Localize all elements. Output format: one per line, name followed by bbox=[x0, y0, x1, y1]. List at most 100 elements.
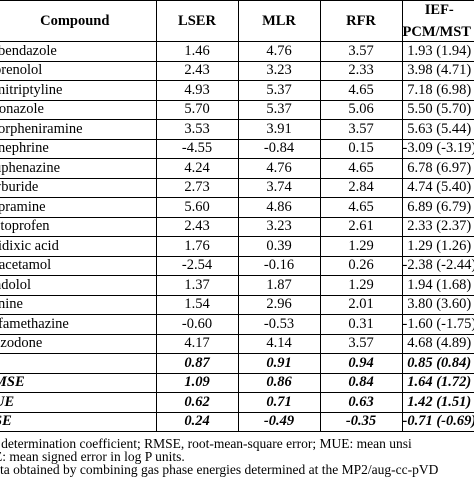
cell-mlr: -0.16 bbox=[238, 256, 321, 276]
cell-iefpcm: -3.09 (-3.19) bbox=[402, 139, 474, 159]
cell-lser: 3.53 bbox=[156, 119, 239, 140]
footnotes: : determination coefficient; RMSE, root-… bbox=[0, 436, 474, 477]
table-row: lbendazole 1.46 4.76 3.57 1.93 (1.94) bbox=[0, 41, 474, 62]
cell-rfr: 1.29 bbox=[320, 236, 403, 257]
cell-compound: lfamethazine bbox=[0, 314, 157, 335]
cell-rfr: 2.01 bbox=[320, 295, 403, 315]
cell-rfr: 0.31 bbox=[320, 314, 403, 335]
cell-iefpcm: 3.80 (3.60) bbox=[402, 295, 474, 315]
cell-iefpcm: 3.98 (4.71) bbox=[402, 61, 474, 81]
cell-lser: 2.43 bbox=[156, 61, 239, 81]
cell-rfr: 3.57 bbox=[320, 334, 403, 354]
cell-mlr: 0.91 bbox=[238, 353, 321, 374]
cell-iefpcm: 6.78 (6.97) bbox=[402, 158, 474, 179]
cell-statistic: SE bbox=[0, 412, 157, 432]
cell-rfr: 2.84 bbox=[320, 178, 403, 198]
table-row: uphenazine 4.24 4.76 4.65 6.78 (6.97) bbox=[0, 158, 474, 179]
cell-mlr: 4.76 bbox=[238, 41, 321, 62]
cell-rfr: 2.33 bbox=[320, 61, 403, 81]
table-row: ipramine5.604.864.656.89 (6.79) bbox=[0, 197, 474, 218]
cell-lser: 1.54 bbox=[156, 295, 239, 315]
cell-rfr: 0.15 bbox=[320, 139, 403, 159]
cell-mlr: 3.91 bbox=[238, 119, 321, 140]
cell-mlr: 3.23 bbox=[238, 217, 321, 237]
cell-mlr: 5.37 bbox=[238, 100, 321, 120]
cell-lser: 5.60 bbox=[156, 197, 239, 218]
table-row: racetamol-2.54-0.160.26-2.38 (-2.44) bbox=[0, 256, 474, 276]
cell-mlr: 4.14 bbox=[238, 334, 321, 354]
cell-compound: ndolol bbox=[0, 275, 157, 296]
cell-iefpcm: 2.33 (2.37) bbox=[402, 217, 474, 237]
cell-compound: etoprofen bbox=[0, 217, 157, 237]
cell-mlr: -0.53 bbox=[238, 314, 321, 335]
cell-compound: mitriptyline bbox=[0, 80, 157, 101]
header-row: Compound LSER MLR RFR IEF- PCM/MST b bbox=[0, 0, 474, 42]
header-compound: Compound bbox=[0, 0, 157, 42]
header-lser: LSER bbox=[156, 0, 239, 42]
cell-lser: -2.54 bbox=[156, 256, 239, 276]
cell-mlr: 0.71 bbox=[238, 392, 321, 413]
cell-lser: -4.55 bbox=[156, 139, 239, 159]
header-rfr: RFR bbox=[320, 0, 403, 42]
cell-rfr: 2.61 bbox=[320, 217, 403, 237]
cell-iefpcm: 5.50 (5.70) bbox=[402, 100, 474, 120]
cell-mlr: 0.86 bbox=[238, 373, 321, 393]
cell-lser: 4.93 bbox=[156, 80, 239, 101]
cell-rfr: -0.35 bbox=[320, 412, 403, 432]
table-row: ndolol1.371.871.291.94 (1.68) bbox=[0, 275, 474, 296]
cell-compound: azodone bbox=[0, 334, 157, 354]
cell-iefpcm: 1.93 (1.94) bbox=[402, 41, 474, 62]
cell-compound: racetamol bbox=[0, 256, 157, 276]
cell-compound: lbendazole bbox=[0, 41, 157, 62]
table-row: inephrine-4.55-0.840.15-3.09 (-3.19) bbox=[0, 139, 474, 159]
cell-compound: inephrine bbox=[0, 139, 157, 159]
cell-statistic: UE bbox=[0, 392, 157, 413]
table-row: fonazole5.705.375.065.50 (5.70) bbox=[0, 100, 474, 120]
cell-mlr: 4.86 bbox=[238, 197, 321, 218]
table-row: lidixic acid 1.76 0.39 1.29 1.29 (1.26) bbox=[0, 236, 474, 257]
stat-row: MSE1.090.860.841.64 (1.72) bbox=[0, 373, 474, 393]
header-iefpcm-line2: PCM/MST bbox=[402, 23, 471, 40]
table-row: etoprofen2.433.232.612.33 (2.37) bbox=[0, 217, 474, 237]
cell-lser: 0.87 bbox=[156, 353, 239, 374]
cell-rfr: 0.84 bbox=[320, 373, 403, 393]
table-row: prenolol2.433.232.333.98 (4.71) bbox=[0, 61, 474, 81]
cell-lser: 1.46 bbox=[156, 41, 239, 62]
cell-iefpcm: 1.64 (1.72) bbox=[402, 373, 474, 393]
cell-rfr: 1.29 bbox=[320, 275, 403, 296]
table-row: lorpheniramine 3.53 3.91 3.57 5.63 (5.44) bbox=[0, 119, 474, 140]
cell-lser: 5.70 bbox=[156, 100, 239, 120]
cell-rfr: 0.63 bbox=[320, 392, 403, 413]
cell-iefpcm: 4.68 (4.89) bbox=[402, 334, 474, 354]
cell-iefpcm: -2.38 (-2.44) bbox=[402, 256, 474, 276]
cell-rfr: 3.57 bbox=[320, 41, 403, 62]
table-row: mitriptyline 4.93 5.37 4.65 7.18 (6.98) bbox=[0, 80, 474, 101]
cell-rfr: 5.06 bbox=[320, 100, 403, 120]
cell-lser: 1.76 bbox=[156, 236, 239, 257]
cell-lser: 4.24 bbox=[156, 158, 239, 179]
cell-mlr: -0.84 bbox=[238, 139, 321, 159]
footnote-line-1: : determination coefficient; RMSE, root-… bbox=[0, 436, 412, 451]
cell-mlr: 0.39 bbox=[238, 236, 321, 257]
cell-mlr: 1.87 bbox=[238, 275, 321, 296]
header-mlr: MLR bbox=[238, 0, 321, 42]
cell-lser: -0.60 bbox=[156, 314, 239, 335]
cell-lser: 1.37 bbox=[156, 275, 239, 296]
table-row: inine1.542.962.013.80 (3.60) bbox=[0, 295, 474, 315]
cell-statistic: MSE bbox=[0, 373, 157, 393]
cell-iefpcm: 5.63 (5.44) bbox=[402, 119, 474, 140]
cell-mlr: -0.49 bbox=[238, 412, 321, 432]
cell-compound: fonazole bbox=[0, 100, 157, 120]
cell-rfr: 4.65 bbox=[320, 80, 403, 101]
cell-mlr: 3.23 bbox=[238, 61, 321, 81]
cell-mlr: 3.74 bbox=[238, 178, 321, 198]
cell-mlr: 4.76 bbox=[238, 158, 321, 179]
cell-compound: lidixic acid bbox=[0, 236, 157, 257]
cell-iefpcm: 1.42 (1.51) bbox=[402, 392, 474, 413]
table-row: yburide2.733.742.844.74 (5.40) bbox=[0, 178, 474, 198]
stat-row: 0.87 0.91 0.94 0.85 (0.84) bbox=[0, 353, 474, 374]
cell-iefpcm: -1.60 (-1.75) bbox=[402, 314, 474, 335]
cell-rfr: 4.65 bbox=[320, 158, 403, 179]
cell-lser: 0.24 bbox=[156, 412, 239, 432]
